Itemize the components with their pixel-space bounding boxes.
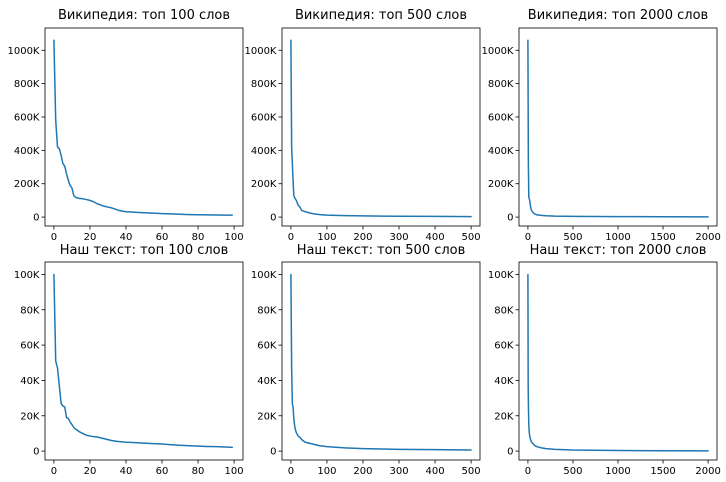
subplot-3-x-tick-label: 500 <box>563 232 582 243</box>
subplot-2-series-line <box>290 39 472 218</box>
subplot-6-series-line <box>527 273 709 452</box>
subplot-6: Наш текст: топ 2000 слов 0 500 1000 1500 200… <box>488 243 721 477</box>
subplot-5-x-tick-label: 500 <box>462 466 481 477</box>
subplot-4-y-tick-label: 20K <box>20 411 40 422</box>
subplot-1-x-tick-label: 80 <box>192 232 205 243</box>
subplot-3-x-tick-label: 2000 <box>695 232 720 243</box>
subplot-4: Наш текст: топ 100 слов 0 20 40 60 80 100 0 20K… <box>14 243 244 477</box>
subplot-3-y-tick-label: 800K <box>488 79 514 90</box>
subplot-1-x-tick-label: 0 <box>51 232 57 243</box>
subplot-4-y-tick-label: 100K <box>14 270 40 281</box>
subplot-5-x-tick-label: 0 <box>288 466 294 477</box>
subplot-5: Наш текст: топ 500 слов 0 100 200 300 400 500… <box>251 243 481 477</box>
subplot-1-title: Википедия: топ 100 слов <box>58 8 230 23</box>
subplot-3-y-tick-label: 600K <box>488 112 514 123</box>
subplot-6-y-tick-label: 80K <box>494 305 514 316</box>
subplot-3-x-tick-label: 1500 <box>650 232 675 243</box>
subplot-5-series-line <box>290 273 472 451</box>
subplot-3-title: Википедия: топ 2000 слов <box>528 8 708 23</box>
subplot-4-title: Наш текст: топ 100 слов <box>60 243 229 258</box>
subplot-5-x-tick-label: 200 <box>353 466 372 477</box>
subplot-6-y-tick-label: 0 <box>507 447 513 458</box>
subplot-5-x-tick-label: 100 <box>317 466 336 477</box>
subplot-4-y-tick-label: 80K <box>20 305 40 316</box>
subplot-5-x-tick-label: 400 <box>426 466 445 477</box>
subplot-3-x-tick-label: 0 <box>525 232 531 243</box>
subplot-4-x-tick-label: 0 <box>51 466 57 477</box>
subplot-4-x-tick-label: 80 <box>192 466 205 477</box>
subplot-6-y-tick-label: 20K <box>494 411 514 422</box>
subplot-5-frame <box>281 261 481 461</box>
subplot-5-title: Наш текст: топ 500 слов <box>297 243 466 258</box>
subplot-1-x-tick-label: 100 <box>225 232 244 243</box>
subplot-1-x-tick-label: 40 <box>120 232 133 243</box>
subplot-2-x-tick-label: 400 <box>426 232 445 243</box>
subplot-6-x-tick-label: 500 <box>563 466 582 477</box>
subplot-4-x-tick-label: 100 <box>225 466 244 477</box>
subplot-2-x-tick-label: 100 <box>317 232 336 243</box>
subplot-1-y-tick-label: 200K <box>14 179 40 190</box>
subplot-4-x-tick-label: 20 <box>84 466 97 477</box>
subplot-5-y-tick-label: 100K <box>251 270 277 281</box>
subplot-6-y-tick-label: 60K <box>494 341 514 352</box>
subplot-1-x-tick-label: 20 <box>84 232 97 243</box>
subplot-4-series-line <box>53 273 234 449</box>
subplot-5-x-tick-label: 300 <box>389 466 408 477</box>
subplot-1-x-tick-label: 60 <box>156 232 169 243</box>
subplot-2-y-tick-label: 800K <box>251 79 277 90</box>
subplot-3-series-line <box>527 39 709 218</box>
subplot-1-frame <box>44 27 244 227</box>
subplot-6-y-tick-label: 40K <box>494 376 514 387</box>
subplot-4-y-tick-label: 0 <box>33 447 39 458</box>
subplot-2-y-tick-label: 400K <box>251 146 277 157</box>
subplot-5-y-tick-label: 80K <box>257 305 277 316</box>
subplot-3-x-tick-label: 1000 <box>605 232 630 243</box>
subplot-5-y-tick-label: 60K <box>257 341 277 352</box>
subplot-2-y-tick-label: 0 <box>270 213 276 224</box>
subplot-1-y-tick-label: 0 <box>33 213 39 224</box>
subplot-2-y-tick-label: 600K <box>251 112 277 123</box>
subplot-1-y-tick-label: 1000K <box>7 46 39 57</box>
subplot-3-y-tick-label: 400K <box>488 146 514 157</box>
subplot-1: Википедия: топ 100 слов 0 20 40 60 80 100 0 200… <box>7 8 243 243</box>
subplot-4-y-tick-label: 60K <box>20 341 40 352</box>
subplot-6-y-tick-label: 100K <box>488 270 514 281</box>
subplot-3-y-tick-label: 200K <box>488 179 514 190</box>
subplot-1-y-tick-label: 400K <box>14 146 40 157</box>
subplot-6-x-tick-label: 0 <box>525 466 531 477</box>
subplot-6-x-tick-label: 1500 <box>650 466 675 477</box>
subplot-2-x-tick-label: 500 <box>462 232 481 243</box>
subplot-5-y-tick-label: 0 <box>270 447 276 458</box>
subplot-2-x-tick-label: 200 <box>353 232 372 243</box>
subplot-2-y-tick-label: 200K <box>251 179 277 190</box>
subplot-4-x-tick-label: 60 <box>156 466 169 477</box>
subplot-3-y-tick-label: 1000K <box>481 46 513 57</box>
subplot-5-y-tick-label: 20K <box>257 411 277 422</box>
subplot-2-title: Википедия: топ 500 слов <box>295 8 467 23</box>
subplot-1-y-tick-label: 600K <box>14 112 40 123</box>
subplot-3: Википедия: топ 2000 слов 0 500 1000 1500 200… <box>481 8 720 243</box>
subplot-4-frame <box>44 261 244 461</box>
subplot-2-x-tick-label: 300 <box>389 232 408 243</box>
subplot-6-x-tick-label: 2000 <box>695 466 720 477</box>
subplot-5-y-tick-label: 40K <box>257 376 277 387</box>
subplot-2: Википедия: топ 500 слов 0 100 200 300 400 500… <box>244 8 480 243</box>
subplot-2-y-tick-label: 1000K <box>244 46 276 57</box>
subplot-4-y-tick-label: 40K <box>20 376 40 387</box>
subplot-2-frame <box>281 27 481 227</box>
subplot-1-series-line <box>53 39 234 216</box>
subplot-3-y-tick-label: 0 <box>507 213 513 224</box>
subplot-6-x-tick-label: 1000 <box>605 466 630 477</box>
subplot-4-x-tick-label: 40 <box>120 466 133 477</box>
subplot-6-title: Наш текст: топ 2000 слов <box>530 243 707 258</box>
subplot-2-x-tick-label: 0 <box>288 232 294 243</box>
subplot-1-y-tick-label: 800K <box>14 79 40 90</box>
